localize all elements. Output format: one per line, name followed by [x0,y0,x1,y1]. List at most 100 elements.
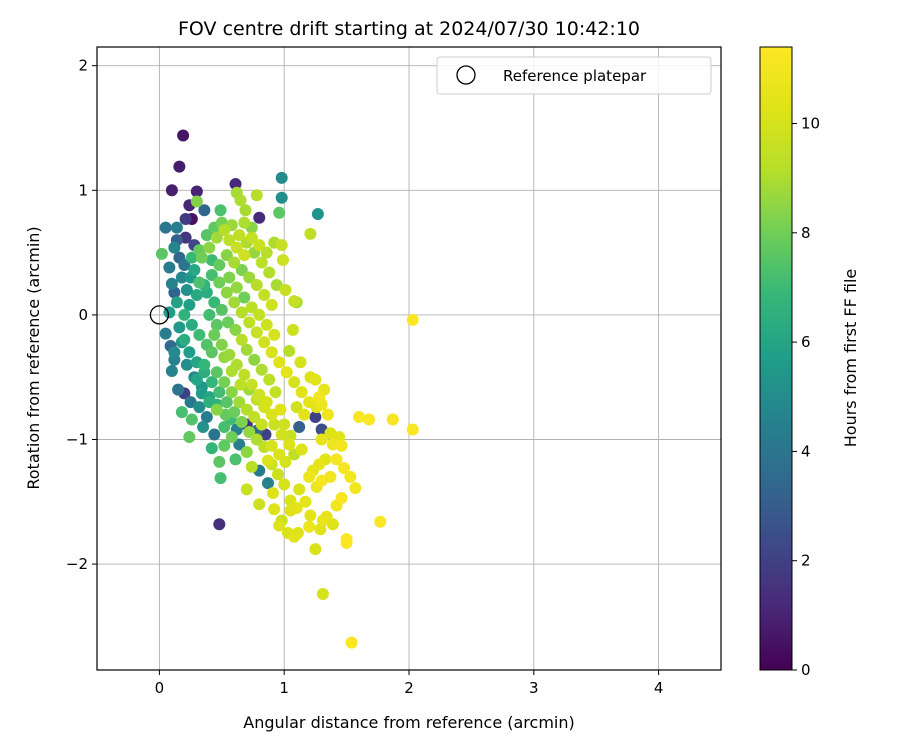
y-tick-label: −2 [66,555,88,573]
data-point [293,421,306,434]
data-point [253,498,266,511]
data-point [298,408,311,421]
colorbar-tick-label: 10 [801,115,820,133]
data-point [190,288,203,301]
data-point [205,376,218,389]
data-point [313,458,326,471]
data-point [168,241,181,254]
data-point [268,503,281,516]
chart-title: FOV centre drift starting at 2024/07/30 … [178,18,640,40]
data-point [233,438,246,451]
data-point [374,515,387,528]
data-point [198,204,211,217]
data-point [193,328,206,341]
data-point [295,386,308,399]
data-point [263,373,276,386]
data-point [240,445,253,458]
data-point [218,224,231,237]
x-tick-label: 3 [529,679,539,697]
data-point [268,328,281,341]
data-point [230,241,243,254]
data-point [223,348,236,361]
data-point [271,468,284,481]
data-point [311,207,324,220]
data-point [210,318,223,331]
data-point [261,477,274,490]
data-point [240,403,253,416]
data-point [223,234,236,247]
data-point [330,453,343,466]
data-point [238,368,251,381]
data-point [172,383,185,396]
data-point [275,191,288,204]
data-point [222,316,235,329]
data-point [218,376,231,389]
grid-lines [97,47,721,670]
data-point [168,346,181,359]
data-point [245,460,258,473]
data-point [315,474,328,487]
data-point [316,587,329,600]
data-point [295,443,308,456]
data-point [233,396,246,409]
data-point [255,418,268,431]
data-point [344,470,357,483]
data-point [183,346,196,359]
data-point [294,356,307,369]
data-point [255,256,268,269]
data-point [349,482,362,495]
data-point [316,514,329,527]
data-point [193,276,206,289]
data-point [283,438,296,451]
data-point [208,428,221,441]
data-point [165,184,178,197]
data-point [309,543,322,556]
data-point [315,433,328,446]
colorbar-tick-label: 2 [801,552,811,570]
data-point [253,308,266,321]
data-point [353,411,366,424]
data-point [248,353,261,366]
data-point [268,418,281,431]
data-point [215,338,228,351]
data-point [200,411,213,424]
data-points [155,129,419,649]
data-point [180,283,193,296]
data-point [238,216,251,229]
data-point [235,416,248,429]
data-point [279,283,292,296]
data-point [255,363,268,376]
data-point [223,271,236,284]
data-point [304,509,317,522]
data-point [185,251,198,264]
data-point [170,296,183,309]
data-point [175,406,188,419]
data-point [273,206,286,219]
data-point [155,247,168,260]
y-axis-label: Rotation from reference (arcmin) [24,226,43,489]
data-point [265,439,278,452]
data-point [240,343,253,356]
x-tick-label: 0 [155,679,165,697]
data-point [248,411,261,424]
data-point [275,171,288,184]
data-point [253,239,266,252]
data-point [180,358,193,371]
data-point [265,408,278,421]
data-point [220,396,233,409]
data-point [220,286,233,299]
y-tick-label: 1 [78,181,88,199]
data-point [184,396,197,409]
reference-point-marker [149,305,170,325]
data-point [245,231,258,244]
data-point [213,455,226,468]
data-point [208,328,221,341]
x-tick-label: 4 [654,679,664,697]
data-point [225,430,238,443]
data-point [229,323,242,336]
data-point [205,269,218,282]
data-point [214,204,227,217]
data-point [213,276,226,289]
data-point [178,333,191,346]
